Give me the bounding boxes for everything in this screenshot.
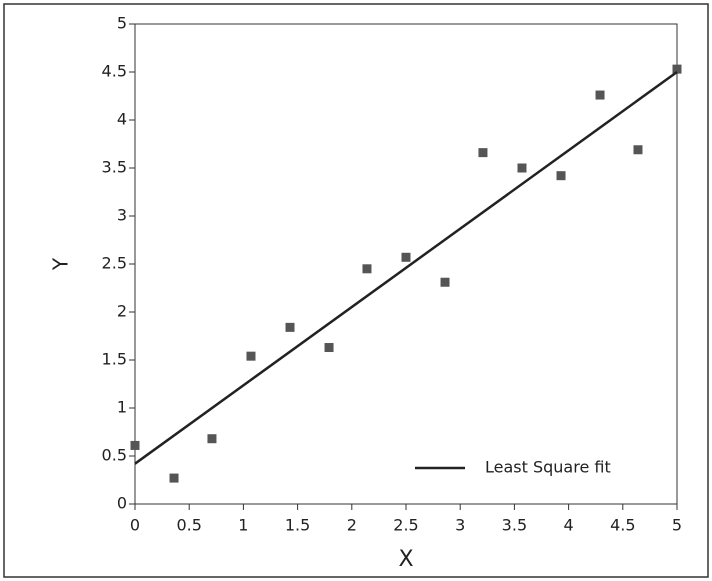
chart: X Y 0 0.5 1 1.5 2 2.5 3 3.5 4 4.5 5 0 0.5 1 1.5 2 2.5 3 3.… xyxy=(0,0,712,581)
frame xyxy=(4,4,708,577)
point xyxy=(131,441,140,450)
point xyxy=(362,264,371,273)
x-tick-label: 4 xyxy=(564,516,574,535)
x-tick-label: 2 xyxy=(347,516,357,535)
y-tick-label: 4.5 xyxy=(102,62,127,81)
y-tick-label: 1 xyxy=(117,398,127,417)
point xyxy=(286,323,295,332)
y-tick-label: 4 xyxy=(117,110,127,129)
y-tick-label: 2.5 xyxy=(102,254,127,273)
point xyxy=(441,278,450,287)
point xyxy=(517,164,526,173)
x-tick-label: 4.5 xyxy=(610,516,635,535)
point xyxy=(246,352,255,361)
point xyxy=(170,474,179,483)
x-axis-label: X xyxy=(398,547,413,572)
y-tick-label: 2 xyxy=(117,302,127,321)
x-tick-label: 3 xyxy=(455,516,465,535)
x-tick-label: 1.5 xyxy=(285,516,310,535)
fit-line xyxy=(135,72,677,464)
y-tick-label: 3 xyxy=(117,206,127,225)
point xyxy=(325,343,334,352)
legend-label: Least Square fit xyxy=(485,458,611,477)
point xyxy=(478,148,487,157)
x-tick-label: 3.5 xyxy=(502,516,527,535)
y-tick-label: 1.5 xyxy=(102,350,127,369)
point xyxy=(207,434,216,443)
x-tick-label: 5 xyxy=(672,516,682,535)
x-tick-label: 1 xyxy=(238,516,248,535)
point xyxy=(596,91,605,100)
y-axis-label: Y xyxy=(49,257,73,271)
y-tick-label: 3.5 xyxy=(102,158,127,177)
x-tick-label: 0.5 xyxy=(176,516,201,535)
x-tick-label: 2.5 xyxy=(393,516,418,535)
point xyxy=(402,253,411,262)
y-tick-label: 5 xyxy=(117,14,127,33)
y-tick-label: 0 xyxy=(117,494,127,513)
point xyxy=(557,171,566,180)
x-tick-label: 0 xyxy=(130,516,140,535)
y-tick-label: 0.5 xyxy=(102,446,127,465)
point xyxy=(633,145,642,154)
